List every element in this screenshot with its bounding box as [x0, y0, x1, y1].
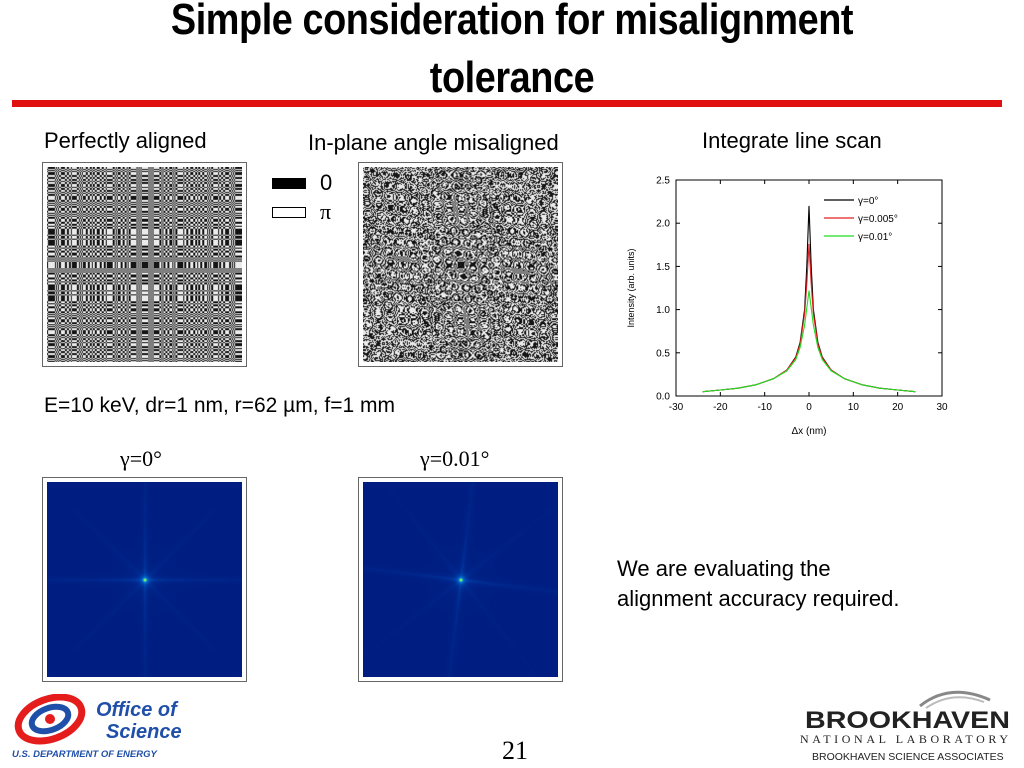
perfectly-aligned-caption: Perfectly aligned	[44, 128, 207, 153]
evaluation-text-line2: alignment accuracy required.	[617, 586, 900, 611]
y-tick-label: 0.5	[656, 348, 670, 359]
gamma-001-label: γ=0.01°	[420, 446, 490, 471]
y-axis-label: Intensity (arb. units)	[626, 248, 636, 327]
phase-zero-swatch	[272, 178, 306, 189]
focal-spot-aligned-image	[47, 482, 242, 677]
slide-title-line1: Simple consideration for misalignment	[170, 0, 854, 44]
legend-label-0: γ=0°	[858, 196, 878, 207]
evaluation-text-line1: We are evaluating the	[617, 556, 831, 581]
phase-pi-swatch	[272, 207, 306, 218]
y-tick-label: 1.0	[656, 305, 670, 316]
bnl-line3: BROOKHAVEN SCIENCE ASSOCIATES	[812, 751, 1004, 763]
x-tick-label: 20	[892, 402, 904, 413]
doe-line3: U.S. DEPARTMENT OF ENERGY	[12, 749, 158, 760]
page-number: 21	[502, 736, 528, 765]
integrate-caption: Integrate line scan	[702, 128, 882, 153]
y-tick-label: 1.5	[656, 262, 670, 273]
line-scan-chart: -30 -20 -10 0 10 20 30 0.0 0.5 1.0 1.5 2.0 2.5 Δx (nm…	[626, 176, 948, 438]
x-tick-label: -30	[669, 402, 684, 413]
title-underline	[12, 100, 1002, 107]
y-tick-label: 0.0	[656, 392, 670, 403]
gamma-zero-label: γ=0°	[120, 446, 162, 471]
y-tick-label: 2.5	[656, 176, 670, 187]
doe-line1: Office of	[96, 699, 179, 721]
parameters-text: E=10 keV, dr=1 nm, r=62 µm, f=1 mm	[44, 394, 395, 417]
zone-plate-misaligned-image	[363, 167, 558, 362]
in-plane-caption: In-plane angle misaligned	[308, 130, 559, 155]
slide-title-line2: tolerance	[429, 53, 595, 102]
y-tick-label: 2.0	[656, 219, 670, 230]
x-tick-label: -20	[713, 402, 728, 413]
focal-spot-misaligned-panel	[358, 477, 563, 682]
zone-plate-aligned-image	[47, 167, 242, 362]
zone-plate-aligned-panel	[42, 162, 247, 367]
brookhaven-logo: BROOKHAVEN NATIONAL LABORATORY BROOKHAVE…	[800, 690, 1010, 763]
phase-zero-label: 0	[320, 170, 333, 195]
focal-spot-misaligned-image	[363, 482, 558, 677]
zone-plate-misaligned-panel	[358, 162, 563, 367]
doe-line2: Science	[106, 721, 182, 743]
x-tick-label: 0	[806, 402, 812, 413]
office-of-science-logo: Office of Science U.S. DEPARTMENT OF ENE…	[12, 694, 182, 760]
bnl-line2: NATIONAL LABORATORY	[800, 732, 1010, 746]
series-line-1	[702, 243, 916, 393]
bnl-line1: BROOKHAVEN	[805, 707, 1010, 734]
focal-spot-aligned-panel	[42, 477, 247, 682]
x-tick-label: 30	[936, 402, 948, 413]
phase-pi-label: π	[320, 199, 332, 224]
legend-label-2: γ=0.01°	[858, 232, 892, 243]
x-tick-label: 10	[848, 402, 860, 413]
x-tick-label: -10	[757, 402, 772, 413]
x-axis-label: Δx (nm)	[791, 426, 826, 437]
legend-label-1: γ=0.005°	[858, 214, 898, 225]
series-line-2	[702, 290, 916, 393]
